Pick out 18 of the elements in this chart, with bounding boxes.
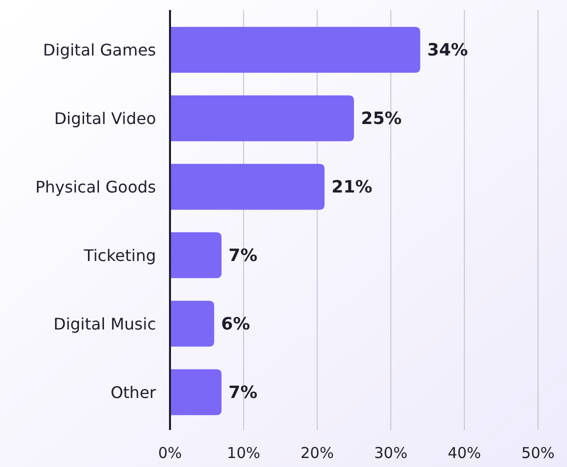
y-tick-label: Digital Video [54, 108, 156, 128]
data-label: 6% [221, 314, 250, 335]
data-label: 7% [228, 383, 258, 404]
data-label: 7% [228, 246, 258, 266]
x-tick-label: 10% [226, 444, 260, 462]
x-tick-label: 20% [300, 444, 334, 462]
x-tick-label: 0% [158, 444, 182, 462]
x-tick-label: 30% [374, 444, 408, 462]
data-label: 34% [427, 40, 468, 61]
data-label: 25% [361, 109, 402, 130]
y-tick-label: Digital Music [54, 314, 156, 334]
x-tick-label: 50% [521, 444, 555, 462]
data-label: 21% [332, 178, 372, 198]
x-tick-label: 40% [448, 444, 482, 462]
y-tick-label: Physical Goods [35, 177, 156, 196]
y-tick-label: Ticketing [82, 246, 156, 265]
y-tick-label: Digital Games [43, 40, 156, 60]
y-tick-label: Other [110, 382, 156, 402]
